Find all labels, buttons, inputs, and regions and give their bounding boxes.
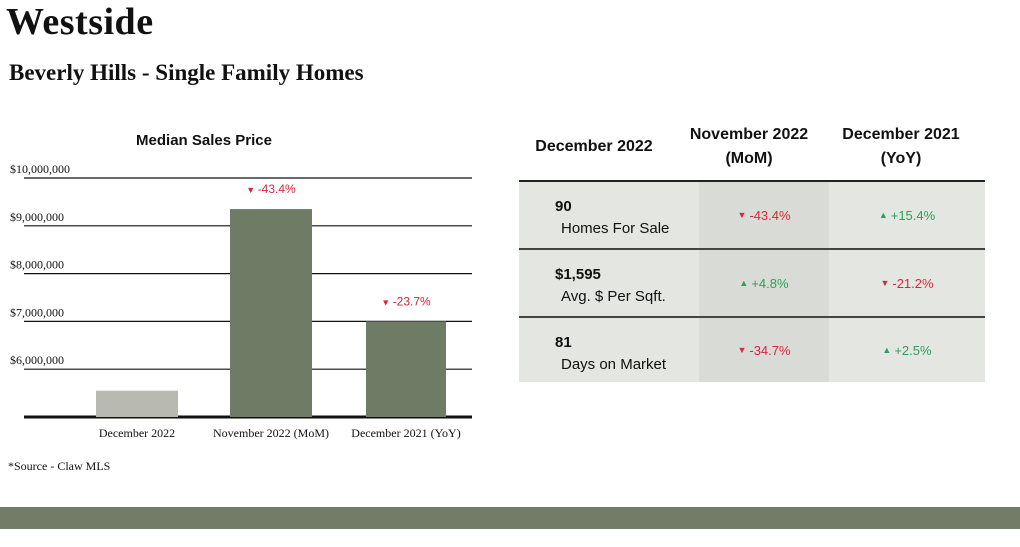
y-tick-label: $7,000,000 [10, 305, 64, 319]
mom-value: +4.8% [751, 275, 789, 291]
y-tick-label: $9,000,000 [10, 210, 64, 224]
triangle-up-icon: ▲ [882, 345, 892, 355]
metric-cell: 81 Days on Market [555, 332, 666, 376]
mom-change: ▲ +4.8% [699, 250, 829, 316]
triangle-down-icon: ▼ [737, 345, 747, 355]
yoy-change: ▲ +15.4% [829, 182, 985, 248]
metric-label: Homes For Sale [561, 220, 670, 237]
x-tick-label: December 2022 [99, 426, 175, 440]
header-mom: November 2022 (MoM) [689, 126, 809, 167]
x-tick-label: November 2022 (MoM) [213, 426, 329, 440]
bar-change-label: ▼ -23.7% [381, 294, 431, 308]
yoy-value: -21.2% [892, 275, 934, 291]
header-current: December 2022 [535, 138, 653, 155]
median-price-chart: Median Sales Price $6,000,000 $7,000,000 $… [10, 132, 472, 440]
triangle-down-icon: ▼ [737, 210, 747, 220]
header-yoy: December 2021 (YoY) [842, 126, 960, 167]
bar [366, 321, 446, 417]
metric-cell: $1,595 Avg. $ Per Sqft. [555, 264, 666, 308]
triangle-up-icon: ▲ [739, 278, 749, 288]
mom-value: -34.7% [749, 342, 791, 358]
metric-value: $1,595 [555, 266, 601, 283]
yoy-value: +2.5% [894, 342, 932, 358]
bar-change-label: ▼ -43.4% [246, 182, 296, 196]
x-tick-label: December 2021 (YoY) [351, 426, 460, 440]
metric-label: Avg. $ Per Sqft. [561, 288, 666, 305]
footer-bar [0, 507, 1020, 529]
triangle-up-icon: ▲ [878, 210, 888, 220]
table-header: December 2022 November 2022 (MoM) Decemb… [519, 118, 985, 182]
y-tick-label: $8,000,000 [10, 258, 64, 272]
metric-value: 81 [555, 334, 572, 351]
mom-value: -43.4% [749, 207, 791, 223]
y-tick-label: $6,000,000 [10, 353, 64, 367]
triangle-down-icon: ▼ [246, 185, 257, 195]
triangle-down-icon: ▼ [880, 278, 890, 288]
yoy-change: ▼ -21.2% [829, 250, 985, 316]
metric-value: 90 [555, 198, 572, 215]
yoy-value: +15.4% [890, 207, 936, 223]
mom-change: ▼ -43.4% [699, 182, 829, 248]
chart-title: Median Sales Price [136, 132, 272, 149]
page-title: Westside [6, 1, 154, 43]
table-row: 90 Homes For Sale ▼ -43.4% ▲ +15.4% [519, 182, 985, 250]
table-row: 81 Days on Market ▼ -34.7% ▲ +2.5% [519, 318, 985, 382]
metric-cell: 90 Homes For Sale [555, 196, 669, 240]
page-subtitle: Beverly Hills - Single Family Homes [9, 60, 364, 85]
bar [96, 390, 178, 417]
mom-change: ▼ -34.7% [699, 318, 829, 382]
metric-label: Days on Market [561, 356, 667, 373]
triangle-down-icon: ▼ [381, 297, 392, 307]
y-tick-label: $10,000,000 [10, 162, 70, 176]
yoy-change: ▲ +2.5% [829, 318, 985, 382]
source-note: *Source - Claw MLS [8, 459, 111, 473]
bar [230, 209, 312, 417]
table-row: $1,595 Avg. $ Per Sqft. ▲ +4.8% ▼ -21.2% [519, 250, 985, 318]
stats-table: December 2022 November 2022 (MoM) Decemb… [519, 118, 985, 382]
